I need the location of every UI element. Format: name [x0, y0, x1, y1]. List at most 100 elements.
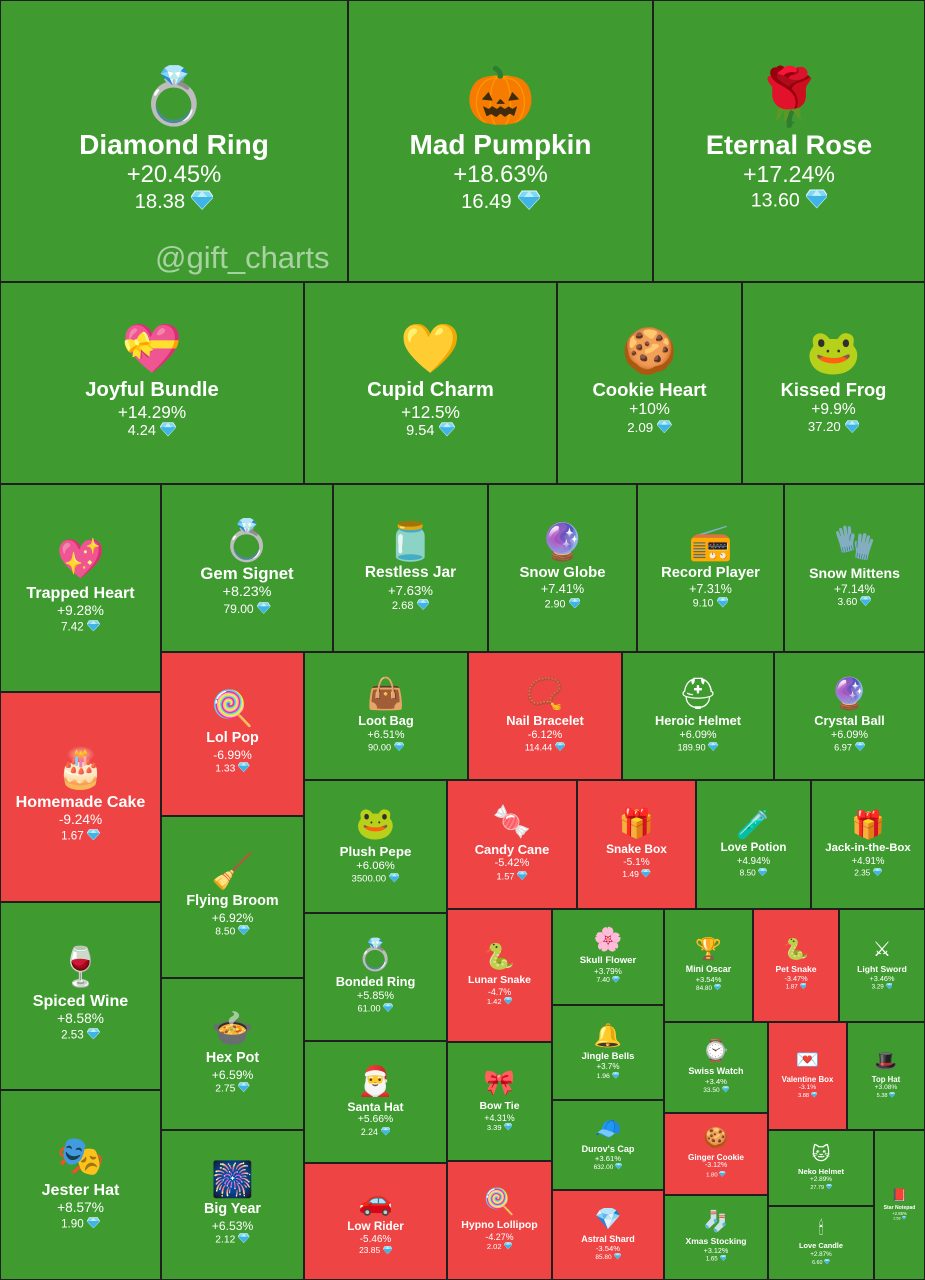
tile-eternal-rose[interactable]: 🌹 Eternal Rose +17.24% 13.60	[653, 0, 925, 282]
mini-oscar-icon: 🏆	[695, 936, 722, 961]
tile-change: -6.12%	[527, 728, 563, 741]
tile-change: +9.28%	[57, 603, 104, 619]
tile-price: 2.35	[854, 868, 871, 878]
tile-big-year[interactable]: 🎆 Big Year +6.53% 2.12	[161, 1130, 304, 1280]
tile-name: Joyful Bundle	[85, 378, 219, 401]
tile-durov-s-cap[interactable]: 🧢 Durov's Cap +3.61% 632.00	[552, 1100, 664, 1190]
tile-astral-shard[interactable]: 💎 Astral Shard -3.54% 85.80	[552, 1190, 664, 1280]
tile-price: 79.00	[223, 601, 254, 616]
low-rider-icon: 🚗	[358, 1185, 393, 1217]
tile-price: 3.88	[798, 1093, 810, 1100]
tile-name: Low Rider	[347, 1219, 404, 1233]
tile-bonded-ring[interactable]: 💍 Bonded Ring +5.85% 61.00	[304, 913, 447, 1041]
tile-change: +12.5%	[401, 401, 460, 422]
tile-valentine-box[interactable]: 💌 Valentine Box -3.1% 3.88	[768, 1022, 847, 1130]
tile-love-potion[interactable]: 🧪 Love Potion +4.94% 8.50	[696, 780, 811, 909]
jack-in-the-box-icon: 🎁	[850, 809, 886, 841]
tile-jester-hat[interactable]: 🎭 Jester Hat +8.57% 1.90	[0, 1090, 161, 1280]
tile-change: +2.87%	[810, 1250, 832, 1258]
tile-lunar-snake[interactable]: 🐍 Lunar Snake -4.7% 1.42	[447, 909, 552, 1042]
tile-spiced-wine[interactable]: 🍷 Spiced Wine +8.58% 2.53	[0, 902, 161, 1090]
tile-name: Cookie Heart	[592, 378, 707, 400]
tile-nail-bracelet[interactable]: 📿 Nail Bracelet -6.12% 114.44	[468, 652, 622, 780]
mad-pumpkin-icon: 🎃	[465, 63, 536, 127]
tile-price-row: 90.00	[368, 742, 404, 753]
tile-price: 1.80	[706, 1172, 718, 1179]
lol-pop-icon: 🍭	[211, 690, 254, 729]
tile-name: Skull Flower	[579, 955, 637, 967]
tile-name: Plush Pepe	[339, 843, 412, 859]
tile-loot-bag[interactable]: 👜 Loot Bag +6.51% 90.00	[304, 652, 468, 780]
tile-hypno-lollipop[interactable]: 🍭 Hypno Lollipop -4.27% 2.02	[447, 1161, 552, 1280]
eternal-rose-icon: 🌹	[754, 64, 824, 128]
tile-cookie-heart[interactable]: 🍪 Cookie Heart +10% 2.09	[557, 282, 742, 484]
tile-bow-tie[interactable]: 🎀 Bow Tie +4.31% 3.39	[447, 1042, 552, 1161]
tile-change: +3.4%	[704, 1076, 728, 1086]
tile-change: +2.89%	[809, 1176, 833, 1184]
tile-crystal-ball[interactable]: 🔮 Crystal Ball +6.09% 6.97	[774, 652, 925, 780]
tile-record-player[interactable]: 📻 Record Player +7.31% 9.10	[637, 484, 784, 652]
tile-trapped-heart[interactable]: 💖 Trapped Heart +9.28% 7.42	[0, 484, 161, 692]
tile-kissed-frog[interactable]: 🐸 Kissed Frog +9.9% 37.20	[742, 282, 925, 484]
gem-icon	[758, 868, 768, 877]
tile-jingle-bells[interactable]: 🔔 Jingle Bells +3.7% 1.96	[552, 1005, 664, 1100]
skull-flower-icon: 🌸	[593, 926, 623, 953]
tile-neko-helmet[interactable]: 🐱 Neko Helmet +2.89% 27.79	[768, 1130, 874, 1206]
tile-name: Pet Snake	[775, 964, 817, 975]
tile-mad-pumpkin[interactable]: 🎃 Mad Pumpkin +18.63% 16.49	[348, 0, 653, 282]
tile-cupid-charm[interactable]: 💛 Cupid Charm +12.5% 9.54	[304, 282, 557, 484]
tile-low-rider[interactable]: 🚗 Low Rider -5.46% 23.85	[304, 1163, 447, 1280]
jester-hat-icon: 🎭	[56, 1135, 105, 1179]
gem-icon	[708, 742, 719, 751]
tile-diamond-ring[interactable]: 💍 Diamond Ring +20.45% 18.38	[0, 0, 348, 282]
tile-snow-mittens[interactable]: 🧤 Snow Mittens +7.14% 3.60	[784, 484, 925, 652]
tile-snow-globe[interactable]: 🔮 Snow Globe +7.41% 2.90	[488, 484, 637, 652]
tile-light-sword[interactable]: ⚔ Light Sword +3.46% 3.29	[839, 909, 925, 1022]
tile-price: 6.97	[834, 742, 853, 753]
tile-change: -3.54%	[595, 1244, 621, 1254]
tile-lol-pop[interactable]: 🍭 Lol Pop -6.99% 1.33	[161, 652, 304, 816]
tile-heroic-helmet[interactable]: ⛑ Heroic Helmet +6.09% 189.90	[622, 652, 774, 780]
tile-jack-in-the-box[interactable]: 🎁 Jack-in-the-Box +4.91% 2.35	[811, 780, 925, 909]
tile-name: Homemade Cake	[15, 792, 146, 811]
tile-price-row: 632.00	[594, 1163, 623, 1172]
tile-price-row: 2.02	[487, 1242, 513, 1251]
tile-change: +5.85%	[356, 989, 395, 1002]
tile-price-row: 85.80	[595, 1253, 621, 1262]
tile-santa-hat[interactable]: 🎅 Santa Hat +5.66% 2.24	[304, 1041, 447, 1163]
tile-snake-box[interactable]: 🎁 Snake Box -5.1% 1.49	[577, 780, 696, 909]
tile-skull-flower[interactable]: 🌸 Skull Flower +3.79% 7.40	[552, 909, 664, 1005]
neko-helmet-icon: 🐱	[811, 1142, 831, 1164]
tile-price-row: 2.12	[215, 1233, 250, 1247]
tile-price: 9.54	[406, 423, 435, 440]
tile-homemade-cake[interactable]: 🎂 Homemade Cake -9.24% 1.67	[0, 692, 161, 902]
tile-candy-cane[interactable]: 🍬 Candy Cane -5.42% 1.57	[447, 780, 577, 909]
tile-pet-snake[interactable]: 🐍 Pet Snake -3.47% 1.87	[753, 909, 839, 1022]
tile-joyful-bundle[interactable]: 💝 Joyful Bundle +14.29% 4.24	[0, 282, 304, 484]
tile-change: +6.92%	[211, 910, 254, 925]
tile-name: Candy Cane	[474, 841, 550, 857]
tile-love-candle[interactable]: 🕯 Love Candle +2.87% 6.60	[768, 1206, 874, 1280]
tile-ginger-cookie[interactable]: 🍪 Ginger Cookie -3.12% 1.80	[664, 1113, 768, 1195]
tile-mini-oscar[interactable]: 🏆 Mini Oscar +3.54% 84.80	[664, 909, 753, 1022]
tile-price-row: 1.57	[496, 870, 528, 882]
tile-flying-broom[interactable]: 🧹 Flying Broom +6.92% 8.50	[161, 816, 304, 978]
tile-restless-jar[interactable]: 🫙 Restless Jar +7.63% 2.68	[333, 484, 488, 652]
tile-change: +6.09%	[679, 728, 717, 741]
watermark: @gift_charts	[155, 240, 330, 275]
tile-xmas-stocking[interactable]: 🧦 Xmas Stocking +3.12% 1.65	[664, 1195, 768, 1280]
tile-top-hat[interactable]: 🎩 Top Hat +3.08% 5.38	[847, 1022, 925, 1130]
tile-gem-signet[interactable]: 💍 Gem Signet +8.23% 79.00	[161, 484, 333, 652]
tile-hex-pot[interactable]: 🍲 Hex Pot +6.59% 2.75	[161, 978, 304, 1130]
tile-price-row: 1.49	[622, 869, 651, 879]
tile-star-notepad[interactable]: 📕 Star Notepad +2.85% 2.58	[874, 1130, 925, 1280]
tile-plush-pepe[interactable]: 🐸 Plush Pepe +6.06% 3500.00	[304, 780, 447, 913]
gem-icon	[901, 1216, 906, 1221]
tile-price: 1.96	[596, 1072, 610, 1080]
tile-price-row: 3.29	[872, 983, 893, 991]
tile-swiss-watch[interactable]: ⌚ Swiss Watch +3.4% 33.50	[664, 1022, 768, 1113]
tile-price-row: 189.90	[677, 742, 719, 753]
tile-change: +5.66%	[357, 1114, 394, 1126]
gem-icon	[87, 828, 100, 841]
tile-change: +3.12%	[703, 1245, 729, 1255]
